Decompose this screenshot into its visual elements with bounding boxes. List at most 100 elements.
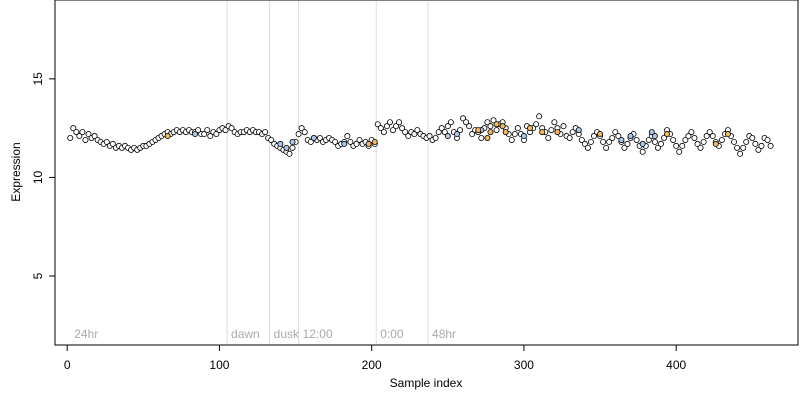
data-point [262, 129, 269, 136]
data-point [712, 140, 719, 147]
data-point [578, 136, 585, 143]
data-point [737, 150, 744, 157]
data-point [536, 113, 543, 120]
data-point [463, 119, 470, 126]
data-point [709, 133, 716, 140]
data-point [697, 144, 704, 151]
data-point [411, 131, 418, 138]
data-point [76, 133, 83, 140]
data-point [724, 131, 731, 138]
data-point [289, 144, 296, 151]
marker-label: 24hr [74, 327, 98, 341]
x-tick-label: 100 [209, 358, 229, 372]
data-point [569, 129, 576, 136]
data-point [651, 138, 658, 145]
data-point [447, 119, 454, 126]
data-point [606, 138, 613, 145]
data-point [268, 136, 275, 143]
data-point [453, 131, 460, 138]
data-point [734, 144, 741, 151]
data-point [195, 127, 202, 134]
marker-label: dusk [274, 327, 300, 341]
data-point [627, 133, 634, 140]
data-point [201, 131, 208, 138]
data-point [204, 127, 211, 134]
data-point [731, 138, 738, 145]
data-point [752, 140, 759, 147]
data-point [213, 131, 220, 138]
data-point [661, 134, 668, 141]
data-point [222, 127, 229, 134]
data-point [374, 121, 381, 128]
data-point [740, 144, 747, 151]
data-point [386, 119, 393, 126]
y-tick-label: 15 [31, 72, 45, 86]
data-point [654, 144, 661, 151]
data-point [651, 133, 658, 140]
data-point [648, 129, 655, 136]
data-point [466, 123, 473, 130]
data-point [192, 131, 199, 138]
plot-frame [54, 0, 799, 346]
y-axis-title: Expression [9, 142, 23, 201]
y-tick-label: 10 [31, 170, 45, 184]
data-point [639, 140, 646, 147]
vertical-markers: 24hr dawn dusk 12:00 0:00 48hr [74, 1, 456, 344]
data-point [487, 129, 494, 136]
data-point [289, 138, 296, 145]
data-point [514, 125, 521, 132]
data-point [499, 123, 506, 130]
data-point [603, 144, 610, 151]
data-point [584, 144, 591, 151]
data-point [286, 150, 293, 157]
data-point [460, 115, 467, 122]
data-point [743, 138, 750, 145]
data-point [621, 144, 628, 151]
data-point [109, 140, 116, 147]
marker-label: dawn [231, 327, 260, 341]
marker-label: 0:00 [380, 327, 404, 341]
data-point [545, 134, 552, 141]
data-point [295, 131, 302, 138]
data-point [682, 136, 689, 143]
data-point [520, 133, 527, 140]
data-point [527, 125, 534, 132]
data-point [484, 119, 491, 126]
data-point [441, 129, 448, 136]
data-point [91, 133, 98, 140]
data-point [755, 146, 762, 153]
data-point [560, 123, 567, 130]
data-point [554, 129, 561, 136]
x-axis-title: Sample index [390, 376, 463, 390]
data-point [402, 129, 409, 136]
data-point [310, 134, 317, 141]
data-point [539, 129, 546, 136]
data-point [207, 133, 214, 140]
data-point [426, 133, 433, 140]
data-point [399, 125, 406, 132]
x-tick-label: 0 [64, 358, 71, 372]
x-tick-label: 300 [514, 358, 534, 372]
data-point [316, 134, 323, 141]
marker-label: 48hr [432, 327, 456, 341]
data-point [618, 136, 625, 143]
data-point [228, 125, 235, 132]
data-point [82, 136, 89, 143]
data-point [487, 123, 494, 130]
data-point [679, 142, 686, 149]
data-point [435, 129, 442, 136]
data-point [624, 140, 631, 147]
data-point [758, 142, 765, 149]
data-point [301, 129, 308, 136]
data-point [478, 134, 485, 141]
data-point [587, 138, 594, 145]
data-point [353, 140, 360, 147]
data-point [380, 129, 387, 136]
data-point [283, 144, 290, 151]
data-point [691, 134, 698, 141]
data-point [664, 131, 671, 138]
x-tick-label: 200 [362, 358, 382, 372]
data-point [533, 121, 540, 128]
